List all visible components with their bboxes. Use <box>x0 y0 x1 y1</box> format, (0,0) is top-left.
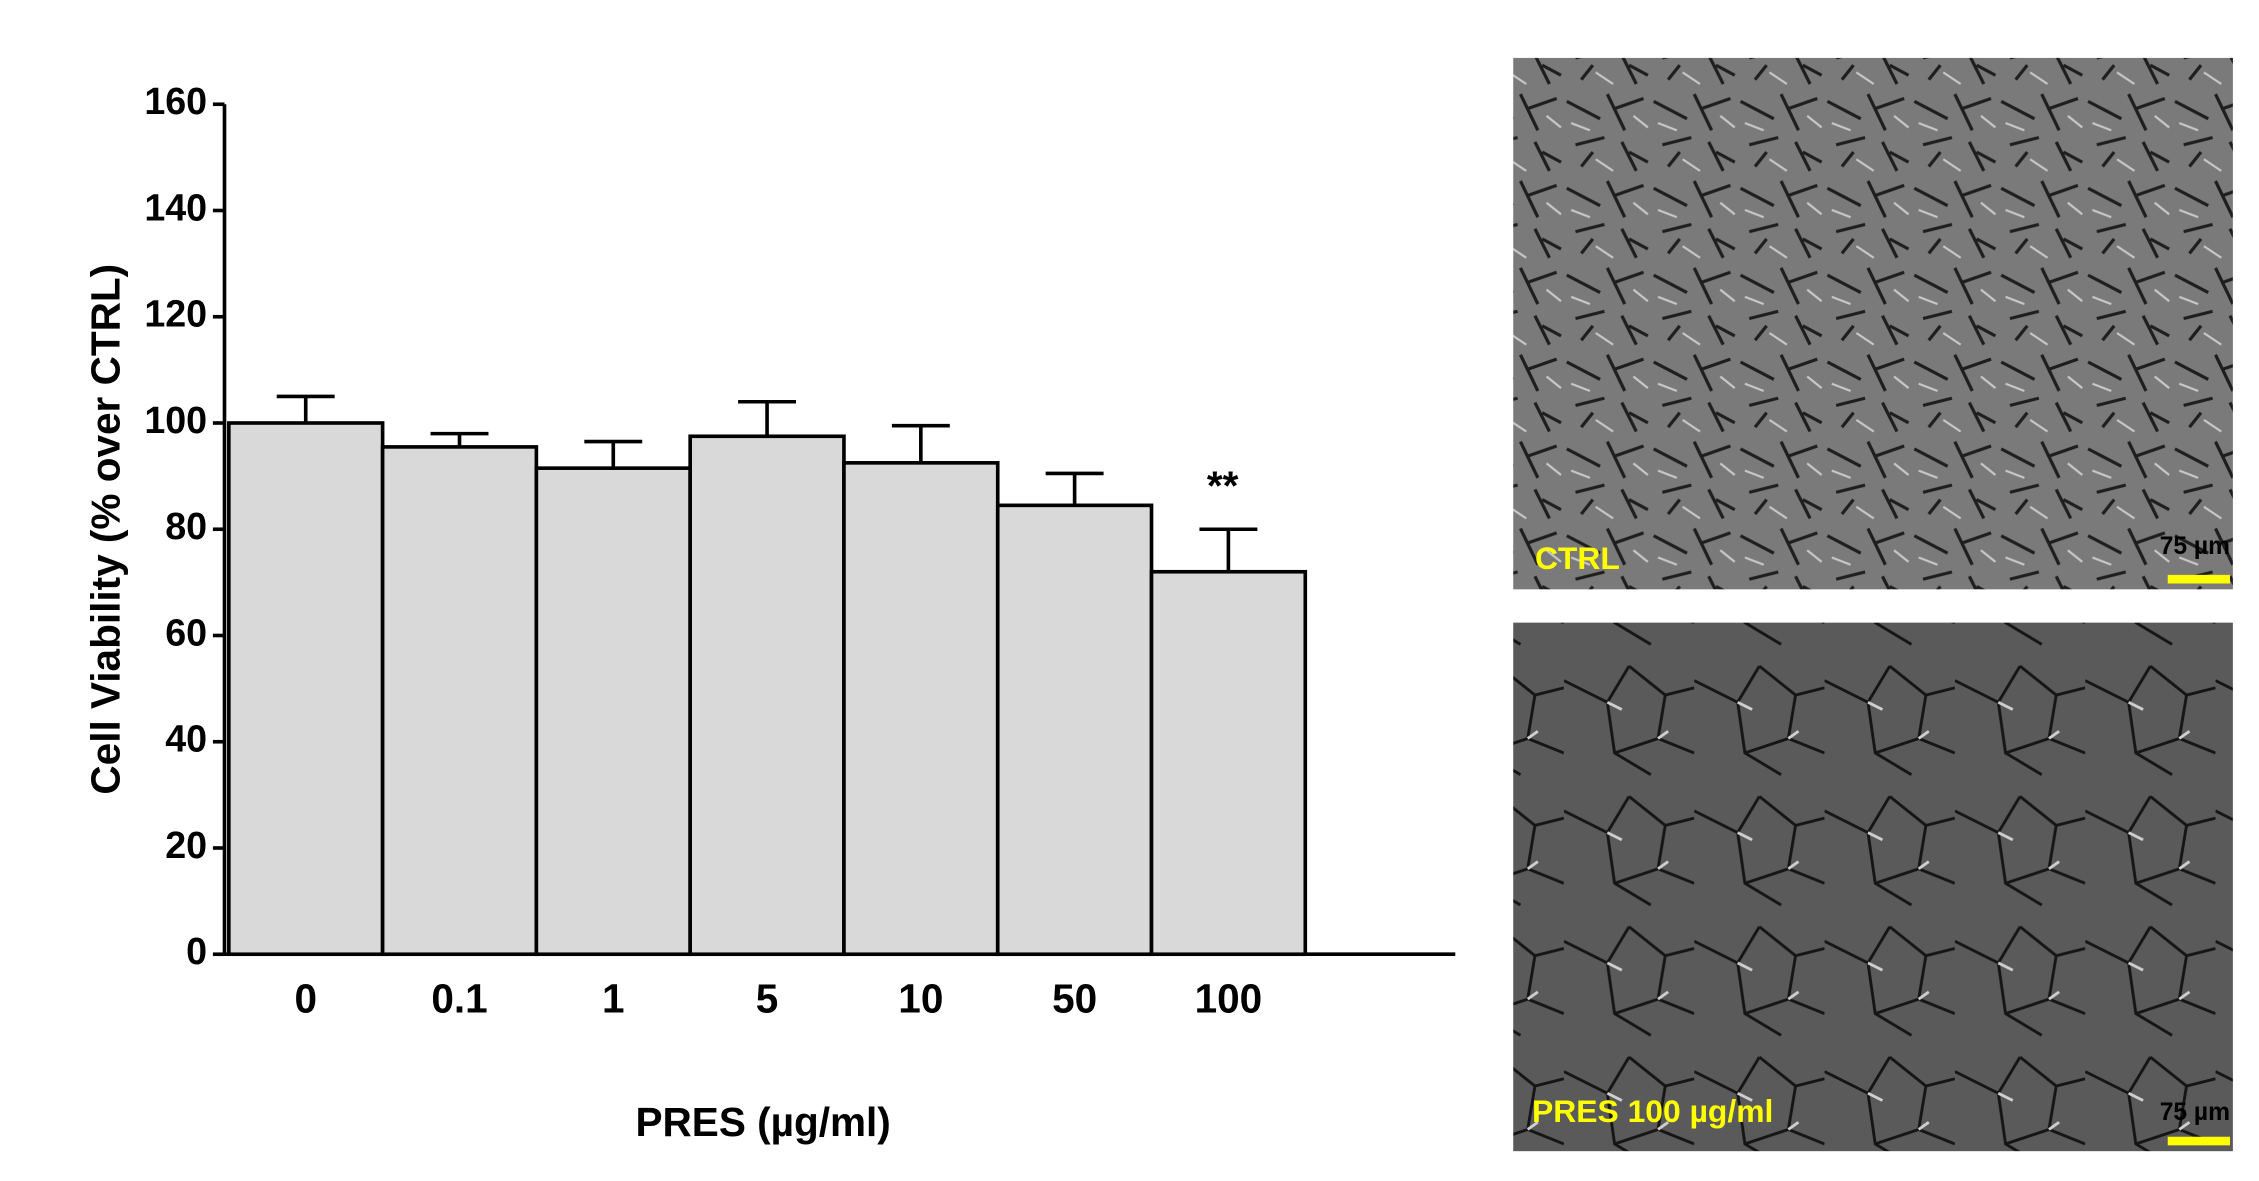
bar <box>995 503 1154 957</box>
y-axis-title: Cell Viability (% over CTRL) <box>82 264 128 795</box>
y-tick-label: 140 <box>144 186 207 228</box>
y-tick-label: 160 <box>144 80 207 122</box>
y-tick-label: 40 <box>165 718 207 760</box>
bar <box>227 421 385 957</box>
x-tick-label: 0.1 <box>431 976 487 1022</box>
error-bar <box>1199 527 1258 572</box>
micrograph <box>1513 622 2233 1152</box>
x-tick-label: 100 <box>1195 976 1263 1022</box>
y-tick-label: 0 <box>186 930 207 972</box>
error-bar <box>584 439 643 469</box>
scale-bar-label: 75 µm <box>2160 533 2230 560</box>
error-bar <box>430 431 489 447</box>
bar <box>688 434 846 957</box>
x-tick-label: 1 <box>602 976 625 1022</box>
scale-bar-label: 75 µm <box>2160 1099 2230 1126</box>
error-bar <box>738 399 797 437</box>
bar <box>1149 569 1308 957</box>
error-bar <box>276 394 335 424</box>
x-axis-title: PRES (µg/ml) <box>635 1099 890 1145</box>
panel-label: PRES 100 µg/ml <box>1532 1093 1773 1129</box>
x-tick-label: 0 <box>294 976 317 1022</box>
bar <box>534 466 692 957</box>
y-tick-label: 80 <box>165 505 207 547</box>
y-tick-label: 20 <box>165 824 207 866</box>
panel-label: CTRL <box>1535 540 1620 576</box>
x-tick-label: 5 <box>756 976 779 1022</box>
x-tick-label: 10 <box>898 976 943 1022</box>
micrograph <box>1513 57 2233 590</box>
error-bar <box>891 423 950 463</box>
y-tick-label: 100 <box>144 399 207 441</box>
x-tick-label: 50 <box>1052 976 1097 1022</box>
y-tick-label: 60 <box>165 611 207 653</box>
bar <box>380 445 539 957</box>
y-tick-label: 120 <box>144 293 207 335</box>
error-bar <box>1045 471 1104 506</box>
significance-mark: ** <box>1207 462 1239 508</box>
bar <box>842 461 1000 957</box>
